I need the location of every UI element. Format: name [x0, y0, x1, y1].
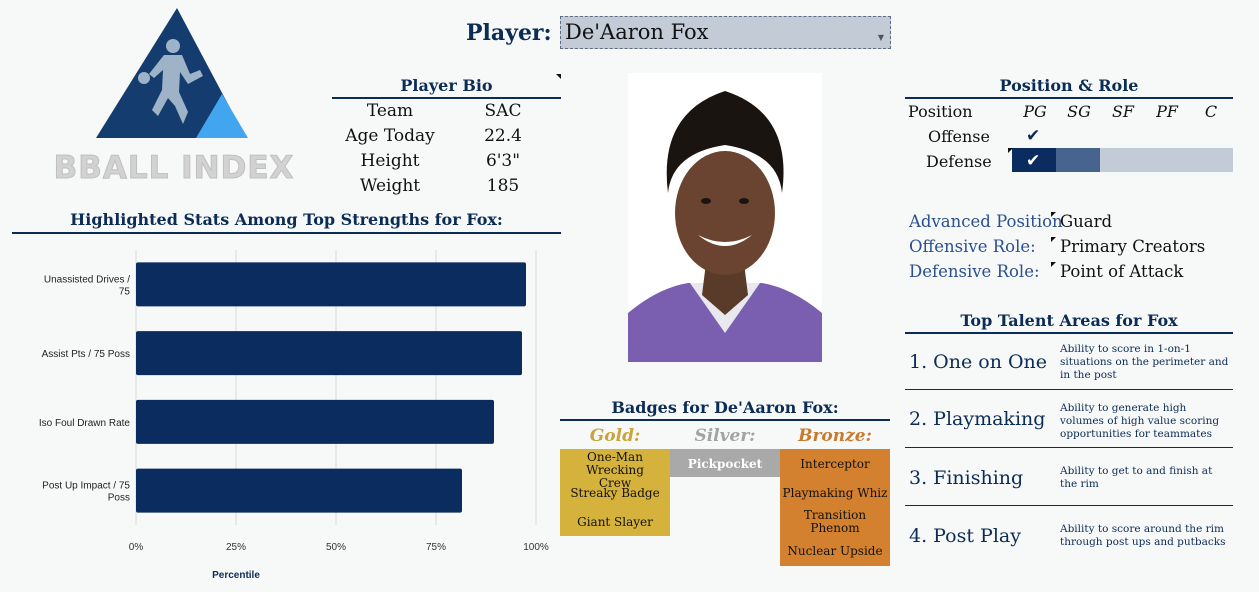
position-sf: SF — [1111, 102, 1135, 121]
offense-check-icon: ✔ — [1026, 126, 1041, 146]
bio-rule — [332, 97, 561, 99]
defensive-role-value: Point of Attack — [1060, 262, 1184, 281]
chart-x-tick-label: 100% — [523, 542, 549, 553]
logo-player-silhouette — [138, 39, 203, 124]
dropdown-caret-icon[interactable]: ▼ — [877, 33, 884, 42]
defense-label: Defense — [926, 152, 992, 171]
gold-badge-item: Giant Slayer — [577, 515, 653, 529]
player-select-value: De'Aaron Fox — [565, 20, 709, 44]
talents-rule — [905, 332, 1233, 334]
bball-index-logo — [96, 8, 248, 138]
offense-label: Offense — [928, 127, 990, 146]
chart-bar — [136, 331, 522, 376]
bronze-badge-header: Bronze: — [798, 426, 872, 446]
silver-badge-list: Pickpocket — [670, 449, 780, 477]
talent-divider — [905, 505, 1233, 506]
talent-name: 2. Playmaking — [909, 408, 1046, 430]
talent-name: 1. One on One — [909, 351, 1048, 373]
chart-category-label: Assist Pts / 75 Poss — [42, 349, 130, 360]
bio-label-team: Team — [366, 101, 414, 121]
badges-rule — [560, 419, 890, 421]
talent-name: 3. Finishing — [909, 467, 1024, 489]
comment-marker-icon — [1051, 262, 1056, 267]
position-role-title: Position & Role — [999, 76, 1139, 95]
player-photo — [628, 73, 822, 362]
bio-value-age: 22.4 — [484, 126, 522, 146]
defense-pg-fill — [1012, 148, 1056, 172]
chart-x-tick-label: 25% — [226, 542, 246, 553]
player-select[interactable]: De'Aaron Fox ▼ — [560, 16, 891, 49]
talent-divider — [905, 389, 1233, 390]
defense-check-icon: ✔ — [1026, 151, 1041, 171]
chart-x-tick-label: 75% — [426, 542, 446, 553]
gold-badge-header: Gold: — [589, 426, 641, 446]
talent-divider — [905, 447, 1233, 448]
stats-rule — [12, 232, 561, 234]
talent-desc: Ability to score in 1-on-1 situations on… — [1060, 343, 1229, 381]
talent-desc: Ability to score around the rim through … — [1060, 523, 1226, 548]
chart-x-tick-label: 50% — [326, 542, 346, 553]
silver-badge-header: Silver: — [694, 426, 756, 446]
offensive-role-value: Primary Creators — [1060, 237, 1206, 256]
position-sg: SG — [1067, 102, 1091, 121]
strengths-bar-chart: 0% 25% 50% 75% 100% Unassisted Drives /75 Assi… — [39, 250, 549, 581]
defensive-role-label: Defensive Role: — [909, 262, 1040, 281]
comment-marker-icon — [1051, 237, 1056, 242]
talent-desc: Ability to get to and finish at the rim — [1060, 465, 1213, 490]
player-photo-illustration — [628, 73, 822, 362]
chart-category-label: Post Up Impact / 75 Poss — [42, 481, 130, 504]
stats-title: Highlighted Stats Among Top Strengths fo… — [70, 210, 503, 229]
bronze-badge-item: Transition Phenom — [803, 508, 867, 535]
logo-triangle-light — [196, 94, 248, 138]
bio-value-height: 6'3" — [485, 151, 521, 171]
silver-badge-item: Pickpocket — [687, 457, 763, 471]
bronze-badge-item: Playmaking Whiz — [782, 486, 888, 500]
comment-marker-icon — [1051, 212, 1056, 217]
badges-title: Badges for De'Aaron Fox: — [611, 398, 839, 417]
bio-label-height: Height — [360, 151, 420, 171]
gold-badge-item: Streaky Badge — [570, 486, 660, 500]
player-bio-title: Player Bio — [400, 76, 493, 95]
advanced-position-label: Advanced Position — [909, 212, 1063, 231]
bio-label-weight: Weight — [359, 176, 421, 196]
position-rule — [905, 97, 1233, 99]
position-header-label: Position — [908, 102, 973, 121]
chart-x-tick-label: 0% — [129, 542, 144, 553]
offensive-role-label: Offensive Role: — [909, 237, 1036, 256]
position-c: C — [1204, 102, 1218, 121]
position-pf: PF — [1156, 102, 1178, 121]
chart-category-label: Unassisted Drives /75 — [44, 274, 131, 297]
bio-value-team: SAC — [484, 101, 522, 121]
gold-badge-list: One-Man Wrecking Crew Streaky Badge Gian… — [560, 449, 670, 536]
player-label: Player: — [466, 20, 552, 46]
chart-bar — [136, 399, 494, 444]
bio-label-age: Age Today — [345, 126, 435, 146]
gold-badge-item: One-Man Wrecking Crew — [586, 450, 644, 490]
comment-marker-icon — [556, 74, 561, 79]
position-pg: PG — [1023, 102, 1047, 121]
chart-category-label: Iso Foul Drawn Rate — [39, 418, 131, 429]
chart-bar — [136, 468, 462, 513]
bronze-badge-list: Interceptor Playmaking Whiz Transition P… — [780, 449, 890, 566]
talents-title: Top Talent Areas for Fox — [960, 311, 1178, 330]
talent-name: 4. Post Play — [909, 525, 1021, 547]
bronze-badge-item: Nuclear Upside — [787, 544, 883, 558]
chart-x-axis-label: Percentile — [212, 570, 260, 581]
comment-marker-icon — [1008, 148, 1013, 153]
talent-desc: Ability to generate high volumes of high… — [1060, 402, 1220, 440]
logo-wordmark: BBALL INDEX — [53, 150, 295, 187]
defense-sg-fill — [1056, 148, 1100, 172]
bronze-badge-item: Interceptor — [800, 457, 870, 471]
chart-bar — [136, 262, 526, 307]
advanced-position-value: Guard — [1060, 212, 1113, 231]
bio-value-weight: 185 — [486, 176, 520, 196]
